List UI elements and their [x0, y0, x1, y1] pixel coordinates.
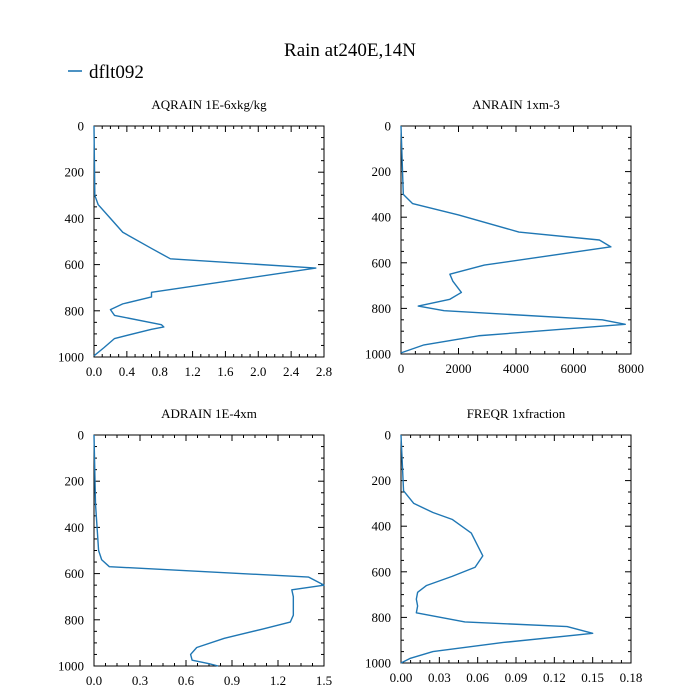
- x-tick-label: 2000: [446, 361, 472, 376]
- x-tick-label: 0.0: [86, 364, 102, 379]
- x-tick-label: 0.3: [132, 673, 148, 688]
- y-tick-label: 600: [372, 564, 392, 579]
- panel-title: ADRAIN 1E-4xm: [161, 406, 257, 421]
- x-tick-label: 4000: [503, 361, 529, 376]
- y-tick-label: 200: [65, 474, 85, 489]
- y-tick-label: 400: [65, 211, 85, 226]
- x-tick-label: 1.2: [184, 364, 200, 379]
- x-tick-label: 2.4: [283, 364, 300, 379]
- y-tick-label: 0: [385, 428, 392, 443]
- y-tick-label: 800: [65, 303, 85, 318]
- y-tick-label: 1000: [58, 659, 84, 674]
- x-tick-label: 2.8: [316, 364, 332, 379]
- y-tick-label: 800: [372, 610, 392, 625]
- plot-frame: [400, 434, 632, 664]
- x-tick-label: 0.00: [390, 670, 413, 685]
- panel-title: FREQR 1xfraction: [467, 406, 566, 421]
- y-tick-label: 0: [78, 428, 85, 443]
- y-tick-label: 200: [372, 473, 392, 488]
- y-tick-label: 400: [372, 519, 392, 534]
- plot-frame: [93, 125, 325, 358]
- y-tick-label: 0: [385, 119, 392, 134]
- chart-panel-2: ANRAIN 1xm-3 0 200 400 600 800 1000 0 2000 4000 60…: [365, 97, 644, 376]
- y-tick-label: 0: [78, 119, 85, 134]
- panel-title: ANRAIN 1xm-3: [472, 97, 560, 112]
- series-line: [400, 125, 626, 354]
- y-tick-label: 600: [372, 255, 392, 270]
- y-tick-label: 600: [65, 566, 85, 581]
- legend: dflt092: [68, 62, 144, 83]
- x-tick-label: 6000: [561, 361, 587, 376]
- y-tick-label: 1000: [58, 350, 84, 365]
- panel-title: AQRAIN 1E-6xkg/kg: [151, 97, 267, 112]
- x-tick-label: 0.09: [505, 670, 528, 685]
- series-line: [93, 125, 317, 357]
- x-tick-label: 0.9: [224, 673, 240, 688]
- x-tick-label: 1.6: [217, 364, 234, 379]
- y-tick-label: 1000: [365, 347, 391, 362]
- series-line: [93, 434, 325, 667]
- x-tick-label: 0.4: [119, 364, 136, 379]
- figure-title: Rain at240E,14N: [284, 40, 416, 61]
- y-tick-label: 800: [65, 612, 85, 627]
- x-tick-label: 1.5: [316, 673, 332, 688]
- x-tick-label: 2.0: [250, 364, 266, 379]
- plot-frame: [93, 434, 325, 667]
- x-tick-label: 0.6: [178, 673, 195, 688]
- y-tick-label: 200: [372, 164, 392, 179]
- series-line: [400, 434, 594, 664]
- x-tick-label: 1.2: [270, 673, 286, 688]
- y-tick-label: 200: [65, 165, 85, 180]
- y-tick-label: 600: [65, 257, 85, 272]
- x-tick-label: 8000: [618, 361, 644, 376]
- y-tick-label: 800: [372, 301, 392, 316]
- x-tick-label: 0.0: [86, 673, 102, 688]
- y-tick-label: 400: [372, 210, 392, 225]
- x-tick-label: 0.06: [466, 670, 489, 685]
- y-tick-label: 400: [65, 520, 85, 535]
- legend-label: dflt092: [89, 62, 144, 83]
- x-tick-label: 0: [398, 361, 405, 376]
- x-tick-label: 0.03: [428, 670, 451, 685]
- x-tick-label: 0.15: [581, 670, 604, 685]
- x-tick-label: 0.8: [152, 364, 168, 379]
- x-tick-label: 0.12: [543, 670, 566, 685]
- x-tick-label: 0.18: [620, 670, 643, 685]
- y-tick-label: 1000: [365, 656, 391, 671]
